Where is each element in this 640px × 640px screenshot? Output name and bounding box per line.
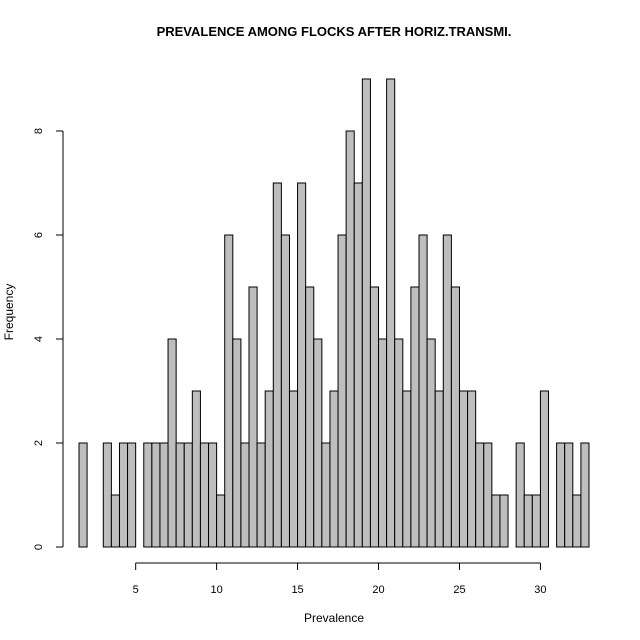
x-axis-ticks: 5 10 15 20 25 30 bbox=[133, 563, 547, 596]
histogram-bar bbox=[491, 494, 501, 548]
histogram-bar bbox=[191, 390, 201, 548]
x-tick-label: 15 bbox=[291, 584, 303, 596]
y-tick-label: 8 bbox=[33, 128, 45, 134]
histogram-bar bbox=[208, 442, 218, 548]
histogram-bar bbox=[345, 130, 355, 548]
y-axis-ticks: 0 2 4 6 8 bbox=[33, 128, 63, 550]
y-tick-label: 6 bbox=[33, 232, 45, 238]
histogram-bar bbox=[499, 494, 509, 548]
histogram-bar bbox=[580, 442, 590, 548]
histogram-bar bbox=[102, 442, 112, 548]
histogram-bar bbox=[418, 234, 428, 548]
histogram-bar bbox=[313, 338, 323, 548]
histogram-bar bbox=[402, 390, 412, 548]
x-tick-label: 20 bbox=[372, 584, 384, 596]
y-tick-label: 4 bbox=[33, 336, 45, 342]
histogram-bar bbox=[361, 78, 371, 548]
x-tick-label: 25 bbox=[453, 584, 465, 596]
histogram-bar bbox=[118, 442, 129, 548]
histogram-bar bbox=[475, 442, 485, 548]
y-tick-label: 2 bbox=[33, 440, 45, 446]
histogram-bar bbox=[394, 338, 404, 548]
histogram-bar bbox=[256, 442, 266, 548]
histogram-bar bbox=[248, 286, 258, 548]
histogram-bar bbox=[175, 442, 185, 548]
bars-group bbox=[78, 78, 590, 548]
histogram-bar bbox=[143, 442, 153, 548]
histogram-bar bbox=[467, 390, 477, 548]
histogram-bar bbox=[523, 494, 533, 548]
chart-title: PREVALENCE AMONG FLOCKS AFTER HORIZ.TRAN… bbox=[157, 24, 512, 39]
histogram-bar bbox=[78, 442, 88, 548]
histogram-bar bbox=[564, 442, 574, 548]
y-tick-label: 0 bbox=[33, 544, 45, 550]
histogram-bar bbox=[572, 494, 582, 548]
histogram-bar bbox=[151, 442, 161, 548]
histogram-bar bbox=[199, 442, 210, 548]
histogram-bar bbox=[167, 338, 177, 548]
histogram-bar bbox=[224, 234, 234, 548]
histogram-bar bbox=[442, 234, 452, 548]
x-tick-label: 30 bbox=[534, 584, 546, 596]
x-tick-label: 5 bbox=[133, 584, 139, 596]
histogram-bar bbox=[483, 442, 493, 548]
x-tick-label: 10 bbox=[210, 584, 222, 596]
histogram-bar bbox=[280, 234, 290, 548]
x-axis-label: Prevalence bbox=[304, 611, 364, 625]
histogram-bar bbox=[159, 442, 169, 548]
histogram-bar bbox=[297, 182, 307, 548]
histogram-bar bbox=[240, 442, 250, 548]
histogram-bar bbox=[305, 286, 315, 548]
histogram-bar bbox=[515, 442, 525, 548]
histogram-bar bbox=[337, 234, 347, 548]
histogram-bar bbox=[272, 182, 282, 548]
histogram-bar bbox=[378, 338, 388, 548]
histogram-bar bbox=[531, 494, 541, 548]
histogram-bar bbox=[216, 494, 226, 548]
histogram-bar bbox=[386, 78, 396, 548]
histogram-bar bbox=[458, 390, 469, 548]
histogram-bar bbox=[434, 390, 444, 548]
histogram-bar bbox=[369, 286, 380, 548]
histogram-bar bbox=[426, 338, 436, 548]
histogram-bar bbox=[232, 338, 242, 548]
histogram-bar bbox=[556, 442, 566, 548]
y-axis-label: Frequency bbox=[2, 284, 16, 341]
histogram-bar bbox=[183, 442, 193, 548]
histogram-bar bbox=[288, 390, 299, 548]
histogram-bar bbox=[321, 442, 331, 548]
histogram-bar bbox=[410, 286, 420, 548]
histogram-bar bbox=[450, 286, 460, 548]
histogram-bar bbox=[264, 390, 274, 548]
histogram-bar bbox=[110, 494, 120, 548]
histogram-bar bbox=[127, 442, 137, 548]
histogram-bar bbox=[353, 182, 363, 548]
histogram-bar bbox=[539, 390, 550, 548]
histogram-bar bbox=[329, 390, 339, 548]
